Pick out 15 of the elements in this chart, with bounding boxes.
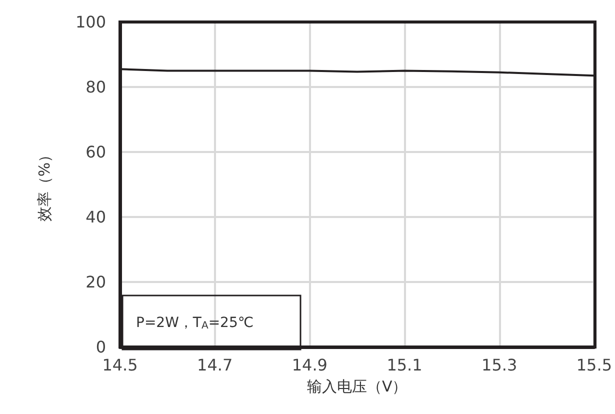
x-tick-label: 14.9	[292, 356, 328, 374]
x-tick-label: 15.5	[576, 356, 612, 374]
x-tick-label: 14.5	[102, 356, 138, 374]
y-tick-label: 20	[86, 272, 106, 292]
x-tick-label: 14.7	[197, 356, 233, 374]
x-axis-title: 输入电压（V）	[306, 378, 408, 396]
y-tick-label: 0	[96, 338, 106, 356]
y-axis-title: 效率（%）	[36, 147, 54, 222]
y-tick-label: 40	[86, 208, 106, 226]
y-tick-label: 100	[75, 12, 106, 32]
y-tick-label: 80	[86, 78, 106, 96]
annotation: P=2W，TA=25℃	[136, 315, 254, 332]
y-tick-label: 60	[86, 142, 106, 162]
x-tick-label: 15.3	[482, 356, 518, 374]
x-tick-label: 15.1	[386, 356, 422, 374]
